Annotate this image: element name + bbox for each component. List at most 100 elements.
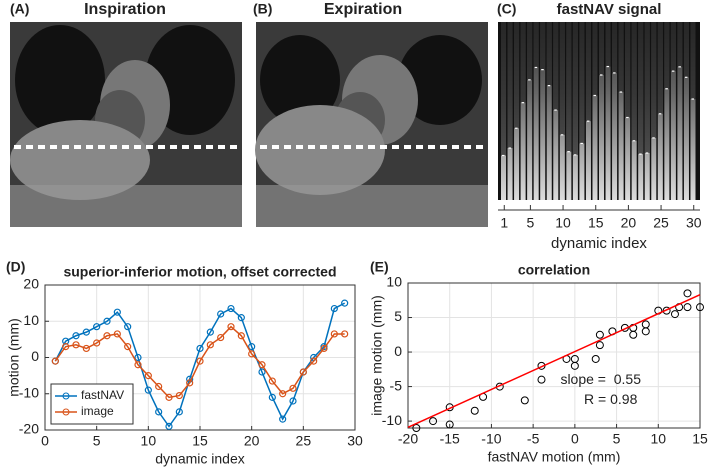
x-tick-label: -5 xyxy=(527,431,540,447)
panel-label: (D) xyxy=(6,259,25,275)
data-point xyxy=(175,391,183,400)
data-point xyxy=(248,350,256,358)
fit-line xyxy=(407,294,701,428)
x-tick-label: 10 xyxy=(650,431,666,447)
signal-shadow xyxy=(677,22,683,67)
signal-column xyxy=(605,22,611,200)
panel-title: fastNAV signal xyxy=(557,1,662,18)
x-tick-label: 30 xyxy=(686,215,702,231)
signal-shadow xyxy=(631,22,637,141)
x-tick-label: -10 xyxy=(481,431,501,447)
y-tick-label: -5 xyxy=(390,377,403,393)
signal-column xyxy=(683,22,689,200)
signal-shadow xyxy=(540,22,546,70)
data-point xyxy=(72,332,80,340)
data-point xyxy=(72,341,80,349)
signal-shadow xyxy=(553,22,559,111)
data-point xyxy=(248,343,256,351)
data-point xyxy=(258,368,266,376)
data-point xyxy=(155,382,163,391)
data-point xyxy=(289,384,297,392)
plot-area xyxy=(408,283,700,428)
y-tick-label: -10 xyxy=(19,384,39,400)
data-point xyxy=(237,314,245,322)
data-point xyxy=(258,361,266,369)
y-axis-label: motion (mm) xyxy=(6,318,22,397)
x-tick-label: 30 xyxy=(347,433,363,449)
x-tick-label: 25 xyxy=(653,215,669,231)
series-line xyxy=(54,325,345,399)
data-point xyxy=(641,327,650,336)
x-tick-label: -15 xyxy=(440,431,460,447)
panel-label: (A) xyxy=(10,1,29,17)
signal-shadow xyxy=(670,22,676,72)
data-point xyxy=(429,417,438,426)
x-tick-label: 20 xyxy=(621,215,637,231)
data-point xyxy=(268,393,276,401)
signal-shadow xyxy=(592,22,598,96)
y-tick-label: 0 xyxy=(31,348,39,364)
x-tick-label: 25 xyxy=(296,433,312,449)
panel-title: Inspiration xyxy=(84,1,166,18)
data-point xyxy=(93,339,101,347)
data-point xyxy=(310,357,318,365)
data-point xyxy=(279,390,287,398)
data-point xyxy=(227,304,235,313)
data-point xyxy=(51,357,59,365)
x-tick-label: 10 xyxy=(141,433,157,449)
signal-shadow xyxy=(579,22,585,144)
data-point xyxy=(341,330,349,338)
axes-box xyxy=(44,284,356,431)
y-axis-label: image motion (mm) xyxy=(369,295,385,416)
signal-column xyxy=(664,22,670,200)
x-axis-label: fastNAV motion (mm) xyxy=(488,449,621,465)
data-point xyxy=(144,372,152,380)
signal-shadow xyxy=(612,22,618,73)
y-tick-label: -20 xyxy=(19,421,39,437)
signal-column xyxy=(612,22,618,200)
x-tick-label: -20 xyxy=(398,431,418,447)
data-point xyxy=(82,344,90,353)
x-tick-label: 5 xyxy=(613,431,621,447)
signal-column xyxy=(618,22,624,200)
signal-column xyxy=(520,22,526,200)
data-point xyxy=(330,330,338,338)
data-point xyxy=(62,343,70,351)
data-point xyxy=(217,333,225,342)
signal-column xyxy=(527,22,533,200)
navigator-image xyxy=(498,22,700,200)
data-point xyxy=(103,317,111,325)
data-point xyxy=(330,304,338,313)
signal-shadow xyxy=(507,22,513,149)
data-point xyxy=(124,323,132,331)
signal-shadow xyxy=(638,22,644,155)
signal-column xyxy=(690,22,696,200)
data-point xyxy=(237,332,245,340)
signal-column xyxy=(546,22,552,200)
signal-column xyxy=(540,22,546,200)
data-point xyxy=(470,406,479,415)
data-point xyxy=(134,361,142,369)
signal-shadow xyxy=(664,22,670,89)
x-tick-label: 20 xyxy=(244,433,260,449)
data-point xyxy=(670,310,679,319)
data-point xyxy=(196,357,204,365)
y-tick-label: 20 xyxy=(23,276,39,292)
x-tick-label: 5 xyxy=(93,433,101,449)
data-point xyxy=(683,303,692,312)
signal-shadow xyxy=(559,22,565,135)
signal-shadow xyxy=(644,22,650,154)
panel-title: correlation xyxy=(518,262,590,278)
x-axis-label: dynamic index xyxy=(155,451,245,467)
panel-label: (C) xyxy=(497,1,516,17)
data-point xyxy=(93,323,101,331)
x-tick-label: 15 xyxy=(692,431,708,447)
data-point xyxy=(165,422,173,430)
y-tick-label: -10 xyxy=(382,412,402,428)
signal-column xyxy=(670,22,676,200)
x-tick-label: 15 xyxy=(192,433,208,449)
signal-column xyxy=(677,22,683,200)
data-point xyxy=(289,397,297,405)
data-point xyxy=(537,375,546,384)
